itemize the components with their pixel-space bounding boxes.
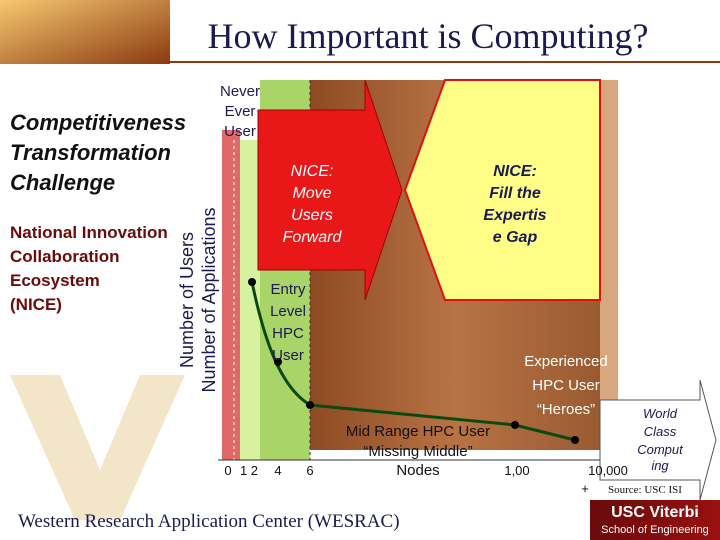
x-label: 4 bbox=[274, 463, 281, 478]
experienced-label: “Heroes” bbox=[537, 401, 595, 418]
heading: Competitiveness bbox=[10, 110, 186, 135]
x-label: 10,000 bbox=[588, 463, 628, 478]
axis-label: Number of Applications bbox=[199, 207, 219, 392]
heading: Transformation bbox=[10, 140, 171, 165]
arrow-fill-label: NICE: bbox=[493, 163, 537, 180]
subheading: Ecosystem bbox=[10, 271, 100, 290]
pale-column bbox=[600, 80, 618, 450]
title: How Important is Computing? bbox=[208, 16, 649, 56]
logo-name: USC Viterbi bbox=[611, 504, 699, 521]
entry-label: HPC bbox=[272, 325, 304, 342]
x-label: 1 2 bbox=[240, 463, 258, 478]
arrow-world bbox=[599, 379, 717, 501]
arrow-move-label: NICE: bbox=[291, 163, 334, 180]
mid-range-label: Mid Range HPC User bbox=[346, 423, 490, 440]
heading: Challenge bbox=[10, 170, 115, 195]
arrow-fill-label: e Gap bbox=[493, 229, 538, 246]
experienced-label: Experienced bbox=[524, 353, 607, 370]
world-class-label: Class bbox=[644, 424, 677, 439]
experienced-label: HPC User bbox=[532, 377, 600, 394]
curve-point bbox=[511, 421, 519, 429]
never-column bbox=[240, 140, 260, 460]
x-label: + bbox=[581, 481, 589, 496]
entry-label: User bbox=[272, 347, 304, 364]
x-label: 1,00 bbox=[504, 463, 529, 478]
never-ever-label: User bbox=[224, 123, 256, 140]
arrow-move-label: Forward bbox=[283, 229, 343, 246]
x-label: 0 bbox=[224, 463, 231, 478]
arrow-fill-label: Fill the bbox=[489, 185, 541, 202]
entry-label: Entry bbox=[270, 281, 306, 298]
arrow-fill-label: Expertis bbox=[483, 207, 546, 224]
arrow-move-label: Move bbox=[292, 185, 331, 202]
watermark bbox=[10, 375, 185, 520]
footer: Western Research Application Center (WES… bbox=[18, 511, 400, 532]
subheading: National Innovation bbox=[10, 223, 168, 242]
header-decoration bbox=[0, 0, 170, 64]
subheading: Collaboration bbox=[10, 247, 120, 266]
arrow-move-label: Users bbox=[291, 207, 333, 224]
arrow-fill bbox=[403, 79, 601, 301]
entry-label: Level bbox=[270, 303, 306, 320]
logo-background bbox=[590, 500, 720, 540]
source: Source: USC ISI bbox=[608, 484, 682, 496]
curve-point bbox=[248, 278, 256, 286]
never-ever-label: Never bbox=[220, 83, 260, 100]
arrow-move bbox=[257, 79, 403, 301]
logo-school: School of Engineering bbox=[601, 524, 709, 536]
axis-label: Number of Users bbox=[177, 232, 197, 368]
x-label: Nodes bbox=[396, 462, 439, 479]
never-ever-label: Ever bbox=[225, 103, 256, 120]
world-class-label: ing bbox=[651, 458, 669, 473]
subheading: (NICE) bbox=[10, 295, 62, 314]
x-label: 6 bbox=[306, 463, 313, 478]
red-column bbox=[222, 130, 240, 460]
curve-point bbox=[571, 436, 579, 444]
world-class-label: World bbox=[643, 406, 678, 421]
curve-point bbox=[274, 358, 282, 366]
mid-range-label: “Missing Middle” bbox=[363, 443, 472, 460]
curve-point bbox=[306, 401, 314, 409]
world-class-label: Comput bbox=[637, 442, 684, 457]
